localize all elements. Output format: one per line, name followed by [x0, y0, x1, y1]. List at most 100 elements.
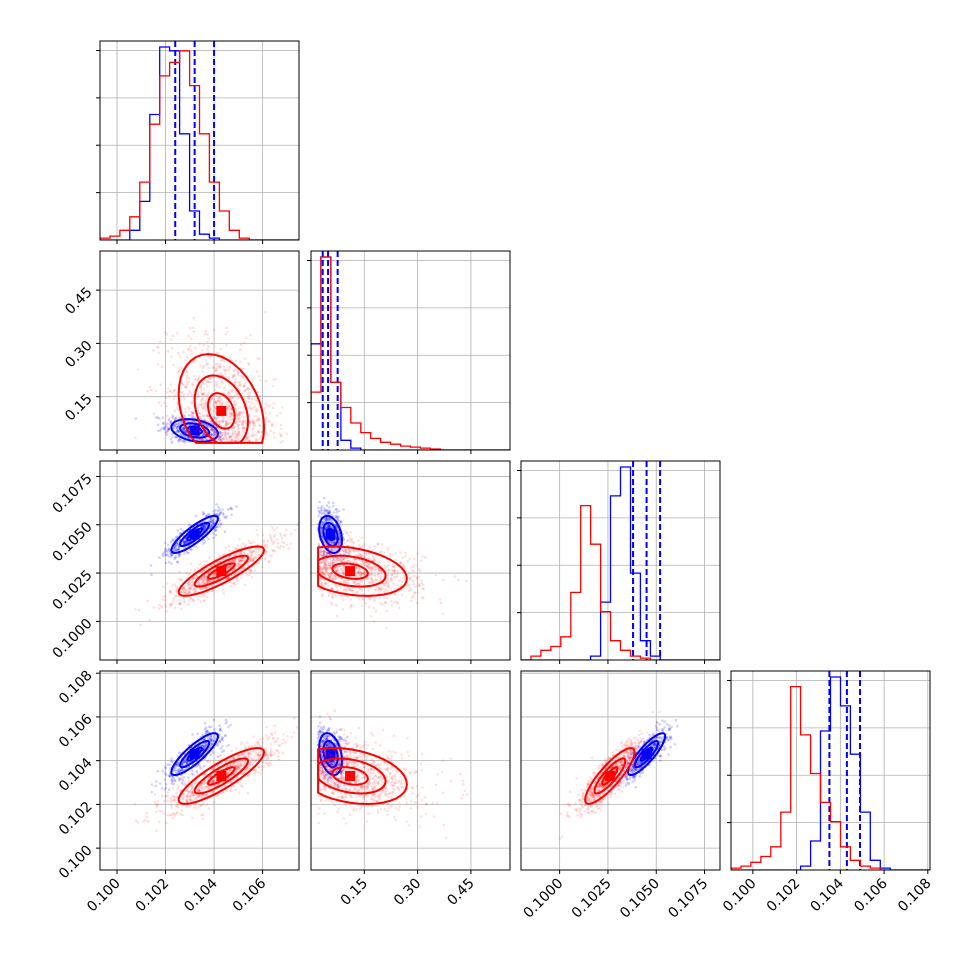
sample-point: [323, 572, 327, 575]
sample-point: [219, 519, 222, 522]
sample-point: [186, 348, 190, 351]
sample-point: [205, 413, 209, 417]
sample-point: [187, 377, 191, 380]
sample-point: [171, 435, 174, 439]
sample-point: [223, 430, 226, 433]
sample-point: [186, 382, 189, 386]
sample-point: [239, 559, 243, 563]
sample-point: [227, 418, 230, 421]
sample-point: [167, 560, 171, 564]
sample-point: [204, 744, 208, 748]
sample-point: [206, 736, 210, 739]
sample-point: [208, 381, 211, 384]
sample-point: [284, 534, 287, 537]
sample-point: [181, 426, 185, 430]
sample-point: [191, 769, 194, 773]
sample-point: [233, 547, 237, 550]
sample-point: [182, 383, 185, 387]
sample-point: [384, 601, 387, 604]
sample-point: [233, 426, 237, 429]
sample-point: [380, 588, 383, 591]
sample-point: [182, 776, 186, 779]
sample-point: [215, 525, 218, 528]
sample-point: [328, 511, 332, 514]
sample-point: [222, 513, 225, 516]
sample-point: [237, 557, 241, 560]
sample-point: [318, 500, 321, 504]
sample-point: [244, 768, 248, 772]
sample-point: [334, 570, 338, 573]
sample-point: [349, 606, 353, 609]
sample-point: [330, 518, 333, 522]
sample-point: [350, 537, 353, 541]
sample-point: [416, 575, 420, 578]
sample-point: [378, 569, 381, 573]
sample-point: [166, 763, 169, 766]
sample-point: [185, 377, 188, 380]
sample-point: [327, 552, 330, 555]
sample-point: [320, 571, 323, 574]
sample-point: [385, 582, 388, 585]
sample-point: [387, 583, 391, 586]
sample-point: [210, 520, 214, 523]
sample-point: [165, 553, 168, 557]
sample-point: [188, 344, 192, 348]
sample-point: [167, 428, 171, 431]
sample-point: [229, 418, 232, 421]
sample-point: [210, 341, 214, 345]
sample-point: [149, 564, 153, 567]
sample-point: [191, 326, 195, 330]
sample-point: [361, 573, 364, 576]
sample-point: [181, 382, 185, 386]
sample-point: [223, 424, 226, 428]
sample-point: [387, 569, 390, 572]
sample-point: [373, 597, 376, 601]
sample-point: [168, 427, 171, 431]
sample-point: [362, 571, 365, 574]
sample-point: [219, 436, 222, 440]
sample-point: [347, 582, 350, 585]
sample-point: [206, 730, 209, 733]
sample-point: [344, 548, 348, 551]
sample-point: [171, 794, 175, 798]
sample-point: [244, 419, 248, 423]
sample-point: [230, 508, 234, 511]
sample-point: [209, 399, 212, 403]
sample-point: [176, 541, 180, 544]
sample-point: [211, 519, 215, 523]
sample-point: [342, 570, 346, 574]
sample-point: [168, 389, 172, 393]
sample-point: [334, 515, 338, 519]
sample-point: [230, 407, 233, 411]
sample-point: [218, 420, 221, 423]
sample-point: [234, 380, 237, 384]
sample-point: [246, 563, 250, 567]
sample-point: [218, 739, 222, 743]
sample-point: [173, 606, 177, 610]
sample-point: [169, 390, 172, 393]
sample-point: [184, 767, 188, 770]
sample-point: [268, 534, 272, 537]
sample-point: [344, 582, 347, 585]
sample-point: [175, 590, 178, 593]
sample-point: [341, 569, 345, 573]
sample-point: [229, 421, 232, 425]
density-peak: [216, 405, 227, 416]
sample-point: [191, 411, 195, 415]
sample-point: [184, 590, 188, 594]
sample-point: [366, 577, 369, 581]
sample-point: [333, 548, 337, 551]
sample-point: [236, 565, 240, 568]
sample-point: [392, 572, 396, 575]
sample-point: [192, 793, 195, 797]
sample-point: [366, 566, 370, 569]
sample-point: [228, 410, 231, 413]
sample-point: [319, 551, 322, 554]
sample-point: [176, 587, 179, 590]
sample-point: [327, 540, 331, 544]
sample-point: [399, 561, 403, 565]
sample-point: [328, 525, 332, 528]
sample-point: [248, 389, 251, 392]
sample-point: [211, 589, 214, 593]
sample-point: [159, 340, 162, 344]
